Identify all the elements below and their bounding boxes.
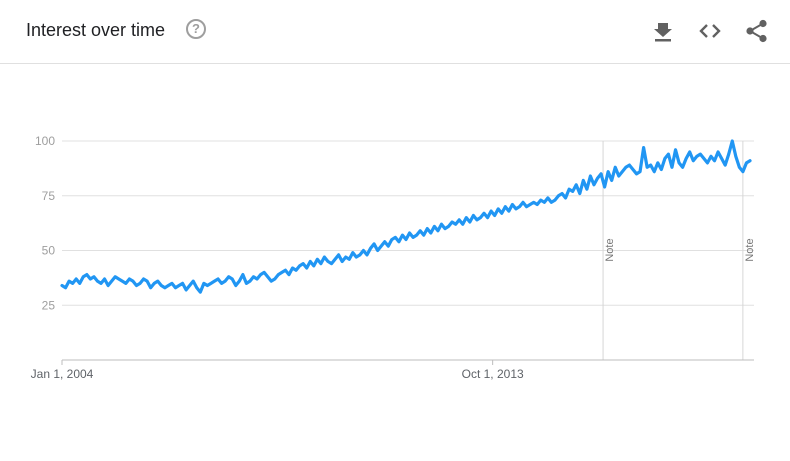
embed-code-icon[interactable]: [697, 18, 723, 44]
x-axis-ticks: Jan 1, 2004 Oct 1, 2013: [31, 360, 524, 381]
chart-header: Interest over time ?: [0, 0, 790, 64]
series-group: [60, 139, 752, 294]
page-title: Interest over time: [26, 20, 166, 40]
x-tick-label: Jan 1, 2004: [31, 367, 94, 381]
y-tick-label: 25: [42, 298, 56, 312]
interest-line-chart: 25 50 75 100 Note Note Jan 1, 2004 Oct 1, 201…: [31, 134, 756, 381]
x-tick-label: Oct 1, 2013: [462, 367, 524, 381]
y-tick-label: 100: [35, 134, 55, 148]
note-label[interactable]: Note: [744, 238, 756, 261]
note-label[interactable]: Note: [604, 238, 616, 261]
y-tick-label: 75: [42, 189, 56, 203]
download-icon[interactable]: [650, 18, 676, 44]
share-icon[interactable]: [744, 18, 770, 44]
series-line[interactable]: [60, 139, 752, 294]
grid-lines: [62, 140, 754, 306]
help-icon[interactable]: ?: [186, 19, 206, 39]
y-tick-label: 50: [42, 244, 56, 258]
y-axis-ticks: 25 50 75 100: [35, 134, 55, 312]
